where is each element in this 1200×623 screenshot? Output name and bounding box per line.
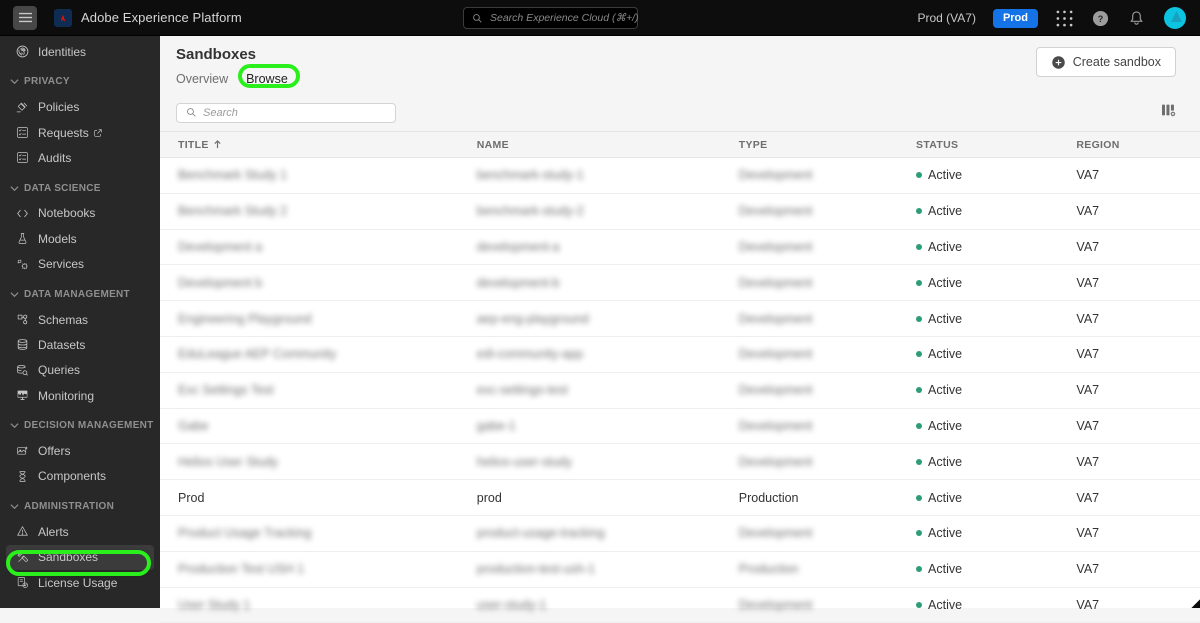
svg-text:?: ?: [1098, 14, 1103, 24]
